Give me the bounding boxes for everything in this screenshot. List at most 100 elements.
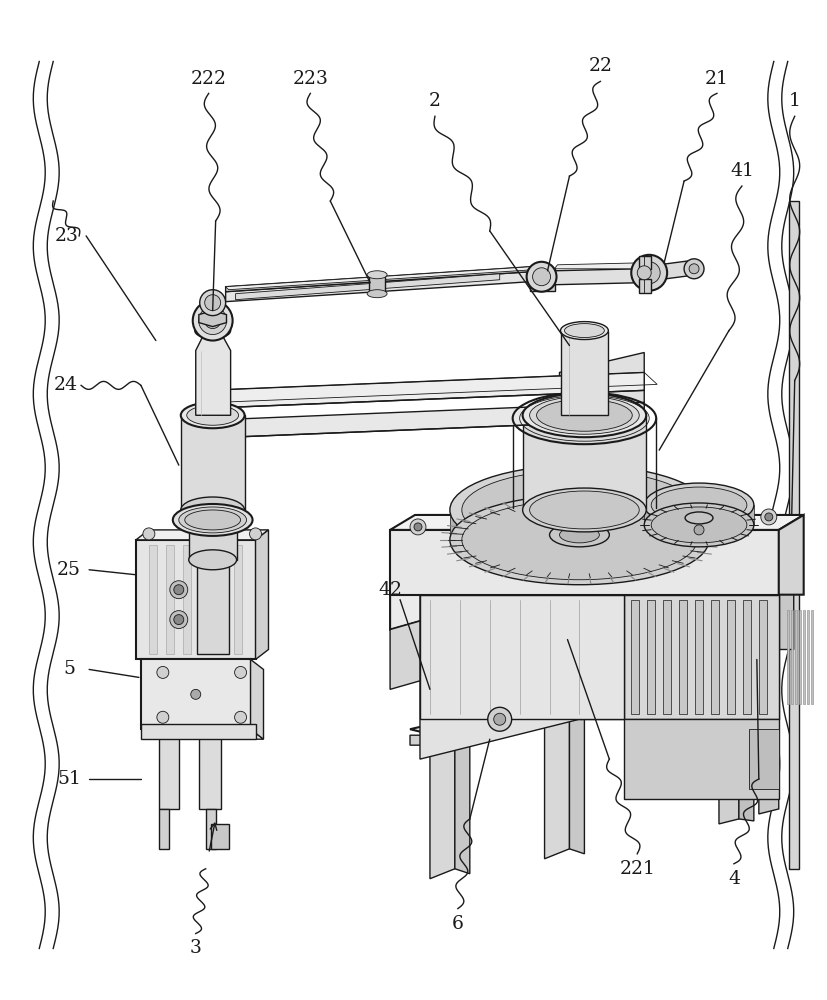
Polygon shape [410,694,580,735]
Polygon shape [651,261,689,281]
Polygon shape [727,600,735,714]
Circle shape [174,615,184,625]
Polygon shape [236,274,500,300]
Polygon shape [211,824,228,849]
Polygon shape [217,545,225,654]
Circle shape [442,547,458,563]
Circle shape [483,570,497,584]
Ellipse shape [181,497,245,523]
Polygon shape [189,520,237,560]
Ellipse shape [529,491,639,529]
Polygon shape [141,729,264,739]
Polygon shape [410,699,580,745]
Ellipse shape [561,322,609,340]
Polygon shape [369,275,385,294]
Text: 24: 24 [55,376,79,394]
Polygon shape [159,809,169,849]
Polygon shape [639,256,651,269]
Text: 1: 1 [789,92,801,110]
Polygon shape [197,560,228,654]
Ellipse shape [461,500,697,580]
Circle shape [676,571,682,578]
Polygon shape [226,272,529,302]
Circle shape [174,585,184,595]
Ellipse shape [184,510,241,530]
Circle shape [689,264,699,274]
Ellipse shape [565,324,605,338]
Polygon shape [390,530,779,595]
Polygon shape [779,515,804,595]
Circle shape [414,523,422,531]
Text: 221: 221 [619,860,655,878]
Polygon shape [390,515,804,530]
Polygon shape [639,279,651,293]
Circle shape [684,259,704,279]
Circle shape [199,290,226,316]
Circle shape [205,313,221,329]
Polygon shape [570,659,585,854]
Circle shape [533,268,551,286]
Polygon shape [206,809,216,849]
Polygon shape [256,530,269,659]
Circle shape [235,711,246,723]
Circle shape [761,509,777,525]
Polygon shape [624,595,779,719]
Ellipse shape [685,512,713,524]
Polygon shape [648,600,655,714]
Polygon shape [450,510,709,540]
Ellipse shape [450,495,709,585]
Polygon shape [555,263,643,269]
Text: 51: 51 [57,770,81,788]
Ellipse shape [644,503,754,547]
Polygon shape [743,600,751,714]
Ellipse shape [651,507,747,543]
Circle shape [410,519,426,535]
Circle shape [213,583,227,597]
Text: 42: 42 [378,581,402,599]
Circle shape [631,255,667,291]
Ellipse shape [560,527,600,543]
Circle shape [143,528,155,540]
Polygon shape [420,595,624,719]
Ellipse shape [189,550,237,570]
Ellipse shape [550,523,609,547]
Polygon shape [198,729,221,809]
Circle shape [157,711,169,723]
Polygon shape [806,610,809,704]
Polygon shape [226,267,533,290]
Polygon shape [759,630,779,814]
Ellipse shape [523,393,646,437]
Circle shape [494,713,505,725]
Polygon shape [759,600,767,714]
Polygon shape [455,679,470,874]
Polygon shape [198,311,227,327]
Polygon shape [390,530,779,630]
Circle shape [218,617,223,623]
Ellipse shape [179,507,246,533]
Text: 21: 21 [705,70,729,88]
Polygon shape [233,545,241,654]
Polygon shape [644,505,754,525]
Text: 3: 3 [189,939,202,957]
Polygon shape [719,635,739,824]
Polygon shape [159,729,179,809]
Ellipse shape [644,483,754,527]
Circle shape [446,551,454,559]
Polygon shape [663,600,672,714]
Circle shape [486,573,493,580]
Circle shape [170,611,188,629]
Circle shape [694,525,704,535]
Circle shape [235,666,246,678]
Polygon shape [560,352,644,440]
Ellipse shape [537,399,633,431]
Polygon shape [795,610,796,704]
Circle shape [488,707,512,731]
Text: 2: 2 [429,92,441,110]
Polygon shape [529,268,555,291]
Polygon shape [226,267,529,292]
Circle shape [218,587,223,593]
Ellipse shape [651,487,747,523]
Polygon shape [149,545,157,654]
Polygon shape [136,530,269,540]
Text: 4: 4 [728,870,740,888]
